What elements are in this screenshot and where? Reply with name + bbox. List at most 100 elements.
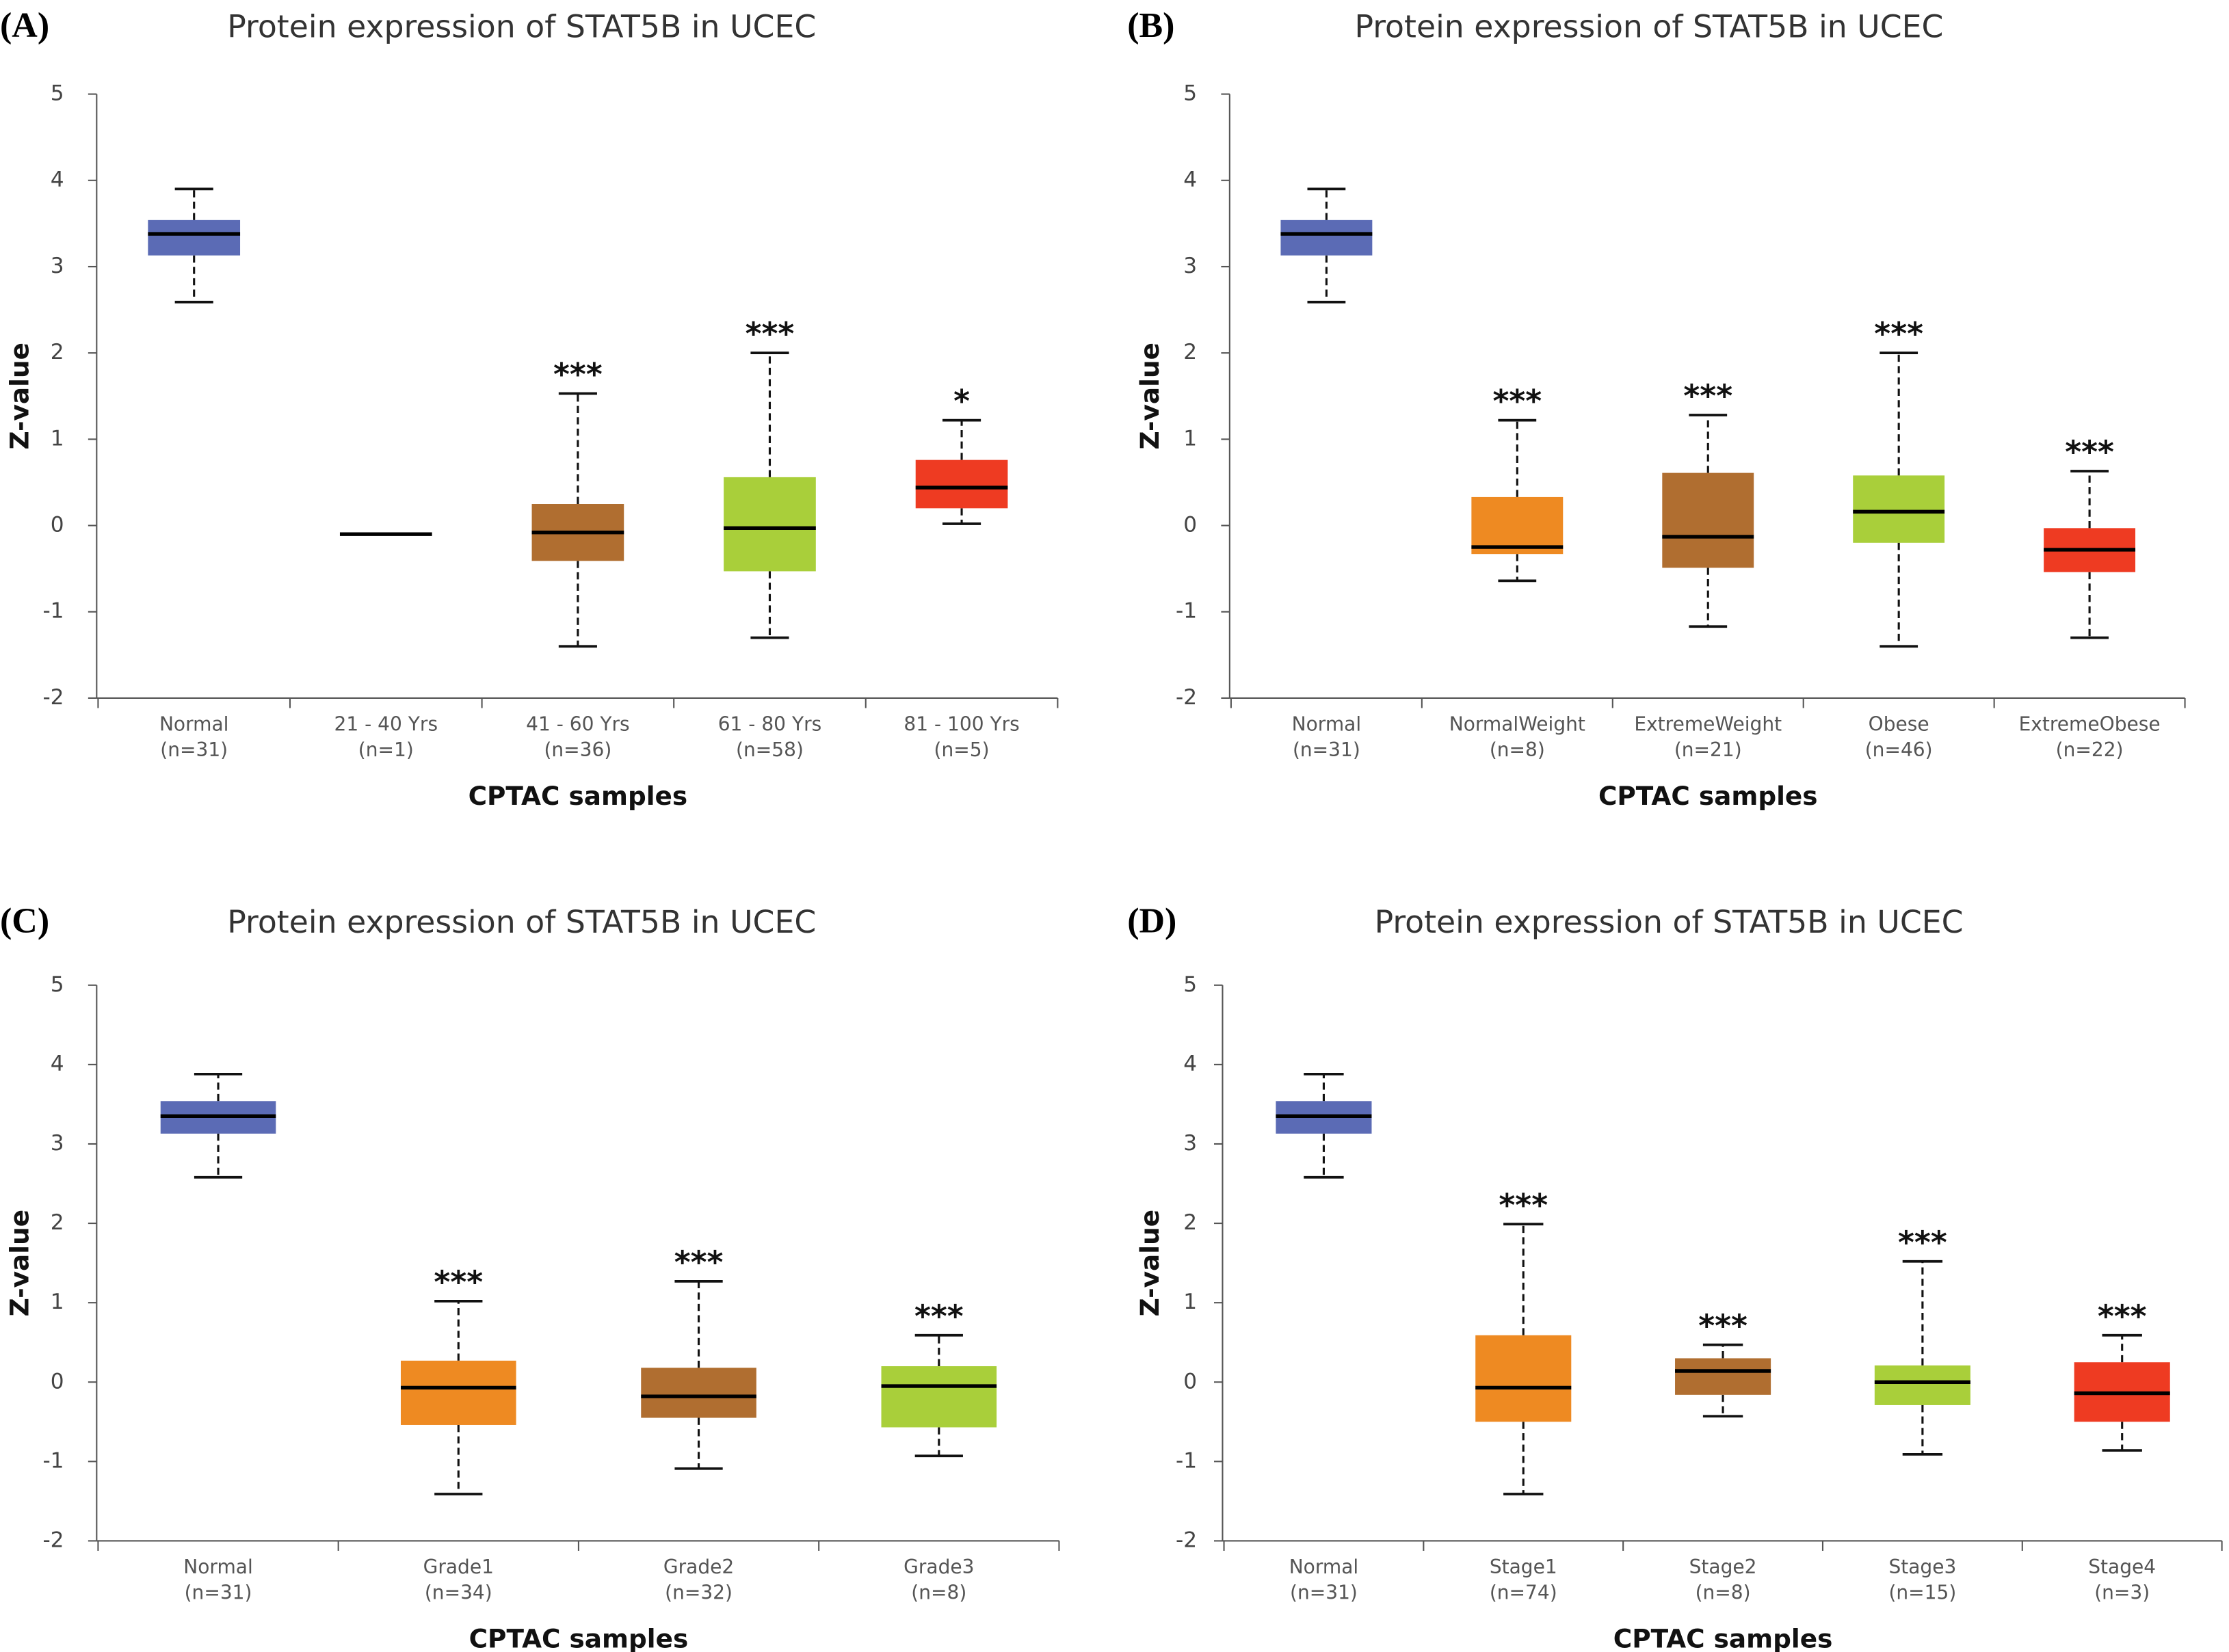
sample-size: (n=74)	[1490, 1581, 1557, 1603]
sample-size: (n=36)	[544, 738, 611, 761]
panel-label: (A)	[0, 6, 49, 45]
sample-size: (n=8)	[1490, 738, 1545, 761]
x-tick-label: 21 - 40 Yrs	[334, 712, 438, 735]
x-tick-label: Normal	[183, 1556, 252, 1578]
x-tick-label: Normal	[1292, 712, 1361, 735]
chart-title: Protein expression of STAT5B in UCEC	[227, 8, 816, 44]
x-tick-label: ExtremeObese	[2019, 712, 2161, 735]
significance: ***	[2098, 1298, 2147, 1334]
box	[1675, 1358, 1771, 1395]
sample-size: (n=1)	[358, 738, 414, 761]
y-tick-label: -1	[1176, 599, 1197, 624]
x-axis-label: CPTAC samples	[1598, 781, 1818, 811]
x-tick-label: 61 - 80 Yrs	[718, 712, 822, 735]
x-tick-label: 81 - 100 Yrs	[904, 712, 1019, 735]
y-tick-label: 4	[51, 168, 64, 192]
y-tick-label: 2	[1183, 1210, 1197, 1235]
x-tick-label: Stage2	[1689, 1556, 1757, 1578]
x-tick-label: Stage4	[2088, 1556, 2156, 1578]
x-tick-label: Stage1	[1490, 1556, 1557, 1578]
x-tick-label: NormalWeight	[1449, 712, 1585, 735]
y-tick-label: 0	[51, 1369, 64, 1394]
y-tick-label: -1	[42, 599, 64, 624]
x-axis-label: CPTAC samples	[1613, 1623, 1833, 1652]
y-tick-label: 3	[1183, 1131, 1197, 1156]
y-tick-label: 1	[51, 426, 64, 451]
sample-size: (n=31)	[160, 738, 228, 761]
sample-size: (n=8)	[911, 1581, 966, 1603]
x-tick-label: 41 - 60 Yrs	[526, 712, 630, 735]
panel-label: (D)	[1127, 901, 1176, 940]
sample-size: (n=31)	[1293, 738, 1360, 761]
y-tick-label: -1	[1176, 1448, 1197, 1473]
y-tick-label: 3	[1183, 254, 1197, 278]
sample-size: (n=32)	[665, 1581, 733, 1603]
significance: ***	[1492, 383, 1542, 419]
box	[1662, 472, 1754, 568]
sample-size: (n=58)	[736, 738, 804, 761]
significance: ***	[1874, 316, 1923, 352]
box	[400, 1360, 516, 1425]
box	[1471, 496, 1564, 555]
x-tick-label: Grade1	[423, 1556, 494, 1578]
y-tick-label: 0	[51, 513, 64, 537]
y-axis-label: Z-value	[5, 1210, 35, 1316]
sample-size: (n=8)	[1696, 1581, 1751, 1603]
sample-size: (n=34)	[425, 1581, 492, 1603]
significance: ***	[553, 356, 603, 392]
y-tick-label: -2	[42, 1528, 64, 1552]
x-tick-label: Stage3	[1888, 1556, 1956, 1578]
x-axis-label: CPTAC samples	[469, 1623, 689, 1652]
box	[724, 477, 816, 572]
y-axis-label: Z-value	[1135, 343, 1165, 449]
significance: *	[953, 383, 970, 419]
sample-size: (n=15)	[1888, 1581, 1956, 1603]
sample-size: (n=46)	[1865, 738, 1933, 761]
sample-size: (n=21)	[1674, 738, 1742, 761]
y-tick-label: 2	[51, 1210, 64, 1235]
sample-size: (n=31)	[185, 1581, 252, 1603]
box	[1280, 219, 1373, 256]
sample-size: (n=5)	[934, 738, 990, 761]
x-tick-label: Normal	[1289, 1556, 1358, 1578]
y-tick-label: -2	[1176, 685, 1197, 710]
y-tick-label: -1	[42, 1448, 64, 1473]
y-tick-label: 1	[1183, 426, 1197, 451]
sample-size: (n=22)	[2056, 738, 2124, 761]
x-tick-label: Obese	[1869, 712, 1929, 735]
y-axis-label: Z-value	[5, 343, 35, 449]
y-tick-label: 5	[51, 972, 64, 997]
box	[1853, 475, 1945, 543]
box	[148, 219, 241, 256]
x-tick-label: ExtremeWeight	[1634, 712, 1782, 735]
significance: ***	[2065, 434, 2114, 470]
panel-label: (C)	[0, 901, 49, 940]
y-tick-label: 0	[1183, 1369, 1197, 1394]
y-tick-label: 5	[1183, 81, 1197, 106]
y-tick-label: 1	[1183, 1290, 1197, 1314]
sample-size: (n=31)	[1290, 1581, 1358, 1603]
y-tick-label: 5	[51, 81, 64, 106]
y-tick-label: -2	[1176, 1528, 1197, 1552]
box	[641, 1368, 756, 1418]
y-tick-label: 2	[1183, 340, 1197, 364]
significance: ***	[434, 1264, 483, 1300]
significance: ***	[1898, 1224, 1947, 1260]
y-tick-label: 5	[1183, 972, 1197, 997]
significance: ***	[914, 1298, 964, 1334]
x-tick-label: Grade2	[663, 1556, 734, 1578]
x-tick-label: Normal	[159, 712, 228, 735]
box	[1475, 1335, 1572, 1422]
y-tick-label: 1	[51, 1290, 64, 1314]
y-tick-label: -2	[42, 685, 64, 710]
panel-label: (B)	[1127, 6, 1174, 45]
y-tick-label: 4	[1183, 1052, 1197, 1076]
y-tick-label: 4	[51, 1052, 64, 1076]
sample-size: (n=3)	[2094, 1581, 2150, 1603]
significance: ***	[674, 1244, 724, 1280]
box	[1874, 1365, 1970, 1405]
chart-title: Protein expression of STAT5B in UCEC	[1375, 904, 1964, 940]
y-tick-label: 4	[1183, 168, 1197, 192]
x-tick-label: Grade3	[904, 1556, 974, 1578]
